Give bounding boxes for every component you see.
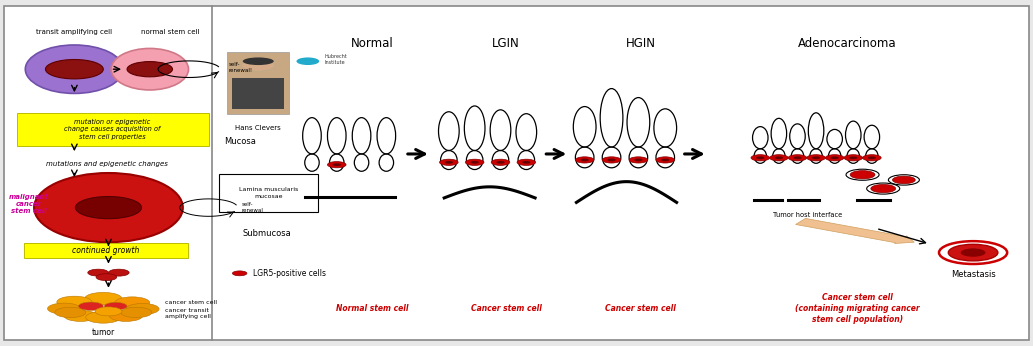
FancyBboxPatch shape [232, 78, 284, 109]
Circle shape [64, 310, 97, 321]
Circle shape [812, 156, 820, 159]
Circle shape [121, 307, 152, 318]
Circle shape [656, 157, 675, 163]
Circle shape [807, 155, 825, 161]
Circle shape [751, 155, 770, 161]
FancyBboxPatch shape [219, 174, 318, 212]
Text: Adenocarcinoma: Adenocarcinoma [797, 37, 897, 50]
Circle shape [629, 157, 648, 163]
Text: mutation or epigenetic
change causes acquisition of
stem cell properties: mutation or epigenetic change causes acq… [64, 119, 161, 140]
Circle shape [86, 311, 121, 323]
Circle shape [75, 197, 142, 219]
Circle shape [115, 297, 150, 309]
Circle shape [775, 156, 783, 159]
Circle shape [79, 302, 103, 310]
Text: normal stem cell: normal stem cell [142, 29, 199, 35]
Circle shape [634, 158, 643, 161]
Text: LGR5-positive cells: LGR5-positive cells [253, 269, 326, 278]
Circle shape [57, 296, 92, 308]
Circle shape [492, 159, 510, 165]
Text: HGIN: HGIN [625, 37, 656, 50]
Circle shape [607, 158, 616, 161]
Text: transit amplifying cell: transit amplifying cell [36, 29, 113, 35]
Circle shape [948, 244, 998, 261]
Text: continued growth: continued growth [72, 246, 139, 255]
Text: cancer stem cell: cancer stem cell [165, 300, 217, 304]
Circle shape [871, 184, 896, 193]
Ellipse shape [34, 173, 183, 242]
Circle shape [55, 307, 86, 318]
Text: Hans Clevers: Hans Clevers [236, 125, 281, 130]
Text: Tumor host interface: Tumor host interface [773, 211, 842, 218]
Text: Submucosa: Submucosa [242, 229, 291, 238]
Circle shape [465, 159, 483, 165]
Text: Normal stem cell: Normal stem cell [336, 304, 408, 313]
FancyBboxPatch shape [17, 113, 209, 146]
Circle shape [756, 156, 764, 159]
Circle shape [327, 162, 346, 168]
Text: Mucosa: Mucosa [224, 137, 256, 146]
FancyBboxPatch shape [24, 243, 188, 258]
FancyBboxPatch shape [4, 6, 1029, 340]
Text: malignant
cancer
stem cell: malignant cancer stem cell [9, 194, 49, 214]
Circle shape [893, 176, 915, 184]
Circle shape [296, 57, 319, 65]
Circle shape [126, 303, 159, 315]
Circle shape [48, 303, 81, 314]
Text: Cancer stem cell: Cancer stem cell [471, 304, 541, 313]
Circle shape [661, 158, 669, 161]
Circle shape [496, 161, 504, 164]
Circle shape [333, 163, 341, 166]
Circle shape [127, 62, 173, 77]
Circle shape [788, 155, 807, 161]
Text: Hubrecht
Institute: Hubrecht Institute [324, 54, 347, 65]
Circle shape [523, 161, 531, 164]
Circle shape [232, 271, 247, 276]
Circle shape [444, 161, 453, 164]
Circle shape [516, 159, 536, 165]
Circle shape [831, 156, 839, 159]
Circle shape [793, 156, 802, 159]
FancyBboxPatch shape [227, 52, 289, 114]
Circle shape [581, 158, 589, 161]
Text: Normal: Normal [350, 37, 394, 50]
Circle shape [95, 307, 122, 316]
Circle shape [850, 171, 875, 179]
Circle shape [109, 310, 143, 321]
Circle shape [844, 155, 863, 161]
Text: Lamina muscularis
mucosae: Lamina muscularis mucosae [239, 187, 299, 199]
FancyArrow shape [795, 218, 914, 244]
Circle shape [242, 60, 275, 71]
Ellipse shape [112, 48, 188, 90]
Circle shape [470, 161, 478, 164]
Text: Cancer stem cell
(containing migrating cancer
stem cell population): Cancer stem cell (containing migrating c… [795, 293, 919, 324]
Circle shape [104, 302, 127, 310]
Circle shape [575, 157, 594, 163]
Circle shape [825, 155, 844, 161]
Text: cancer transit
amplifying cell: cancer transit amplifying cell [165, 308, 211, 319]
Circle shape [96, 274, 117, 281]
Text: LGIN: LGIN [493, 37, 520, 50]
Circle shape [440, 159, 459, 165]
Circle shape [863, 155, 881, 161]
Ellipse shape [25, 45, 124, 93]
Text: self-
renewal: self- renewal [242, 202, 263, 213]
Circle shape [88, 269, 108, 276]
Circle shape [85, 292, 122, 305]
Circle shape [770, 155, 788, 161]
Circle shape [602, 157, 621, 163]
Text: tumor: tumor [92, 328, 115, 337]
Circle shape [961, 248, 985, 257]
Circle shape [45, 60, 103, 79]
Circle shape [849, 156, 857, 159]
Circle shape [108, 269, 129, 276]
Text: Metastasis: Metastasis [950, 270, 996, 279]
Text: self-
renewal!: self- renewal! [228, 62, 252, 73]
Text: Cancer stem cell: Cancer stem cell [605, 304, 676, 313]
Circle shape [868, 156, 876, 159]
Text: mutations and epigenetic changes: mutations and epigenetic changes [46, 161, 168, 167]
Ellipse shape [243, 57, 274, 65]
